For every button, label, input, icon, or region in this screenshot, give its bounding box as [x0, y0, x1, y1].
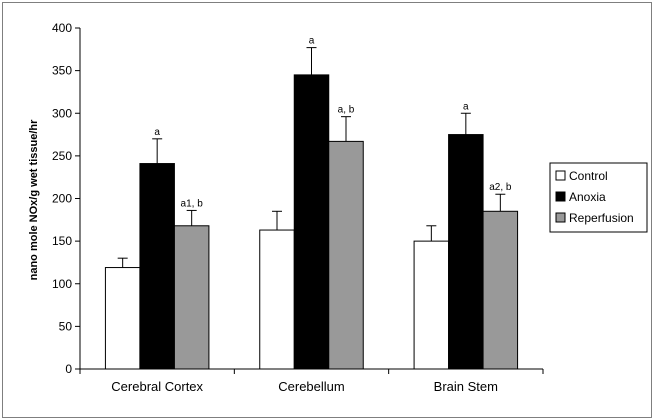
x-category-label: Cerebral Cortex [111, 379, 203, 394]
x-category-label: Brain Stem [434, 379, 498, 394]
legend-label-control: Control [569, 169, 608, 183]
bar-control [259, 229, 295, 370]
legend-swatch-reperfusion [555, 212, 566, 223]
legend-swatch-anoxia [555, 191, 566, 202]
legend-swatch-control [555, 170, 566, 181]
bar-control [104, 267, 141, 370]
y-tick-label: 350 [52, 64, 72, 78]
y-axis: 0 50 100 150 200 250 300 350 400 [52, 21, 81, 376]
y-tick-label: 300 [52, 106, 72, 120]
y-tick-label: 0 [65, 362, 72, 376]
y-tick-label: 250 [52, 149, 72, 163]
bar-reperfusion [173, 225, 210, 370]
bar-reperfusion [482, 210, 519, 370]
significance-label: a1, b [181, 198, 204, 209]
significance-label: a [154, 127, 160, 138]
legend: Control Anoxia Reperfusion [549, 162, 648, 233]
significance-label: a2, b [489, 182, 512, 193]
bar-anoxia [293, 74, 330, 370]
bars-group: a a1, b a a, b a a2, b [104, 36, 519, 370]
legend-label-reperfusion: Reperfusion [569, 211, 634, 225]
legend-label-anoxia: Anoxia [569, 190, 606, 204]
significance-label: a, b [338, 105, 355, 116]
y-tick-label: 200 [52, 192, 72, 206]
bar-anoxia [448, 134, 484, 370]
bar-reperfusion [328, 140, 364, 370]
x-category-label: Cerebellum [278, 379, 344, 394]
y-tick-label: 400 [52, 21, 72, 35]
legend-box [549, 162, 648, 233]
bar-control [413, 240, 450, 370]
y-tick-label: 150 [52, 234, 72, 248]
x-axis: Cerebral Cortex Cerebellum Brain Stem [79, 368, 544, 394]
bar-anoxia [139, 163, 175, 370]
y-tick-label: 100 [52, 277, 72, 291]
y-axis-label: nano mole NOx/g wet tissue/hr [28, 119, 40, 280]
significance-label: a [309, 36, 315, 47]
significance-label: a [463, 101, 469, 112]
y-tick-label: 50 [59, 319, 73, 333]
